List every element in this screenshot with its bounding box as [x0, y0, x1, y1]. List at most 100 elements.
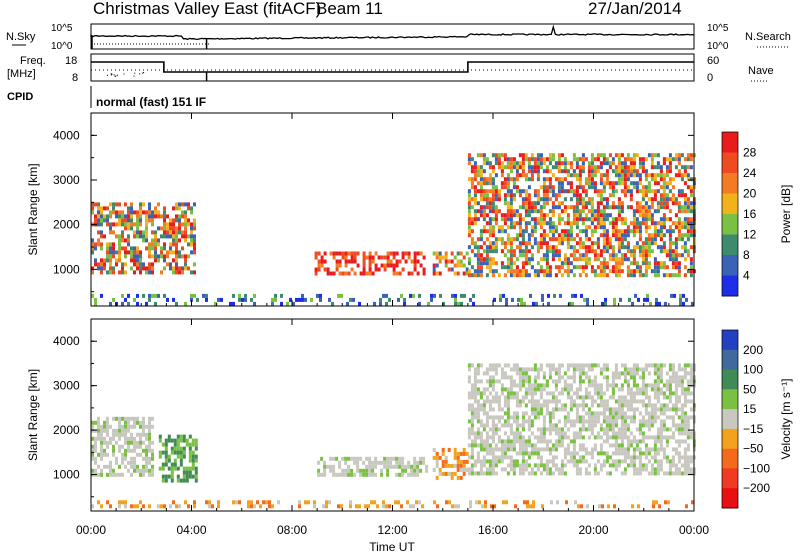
velocity-echo-cell-4 — [677, 383, 681, 388]
velocity-echo-cell-4 — [653, 407, 657, 412]
velocity-echo-cell-4 — [497, 415, 501, 420]
velocity-echo-cell-4 — [620, 407, 624, 412]
power-echo-cell-4 — [454, 301, 457, 306]
time-tick-label: 00:00 — [76, 523, 106, 537]
velocity-echo-cell-4 — [470, 463, 474, 468]
power-echo-cell-3 — [638, 253, 642, 258]
power-echo-cell-3 — [545, 241, 549, 246]
power-echo-cell-3 — [551, 209, 555, 214]
velocity-echo-cell-4 — [650, 423, 654, 428]
velocity-echo-cell-4 — [671, 407, 675, 412]
power-echo-cell-1 — [368, 251, 372, 256]
power-echo-cell-3 — [638, 265, 642, 270]
power-echo-cell-4 — [298, 297, 301, 302]
velocity-echo-cell-4 — [647, 415, 651, 420]
nave-dot — [123, 73, 125, 75]
velocity-echo-cell-1 — [170, 470, 174, 475]
power-echo-cell-0 — [148, 246, 151, 251]
power-echo-cell-3 — [662, 173, 666, 178]
power-echo-cell-3 — [491, 233, 495, 238]
power-echo-cell-3 — [530, 265, 534, 270]
power-echo-cell-0 — [172, 270, 175, 275]
power-echo-cell-3 — [530, 225, 534, 230]
power-echo-cell-3 — [479, 213, 483, 218]
power-echo-cell-3 — [569, 229, 573, 234]
power-echo-cell-3 — [509, 237, 513, 242]
velocity-echo-cell-1 — [194, 442, 198, 447]
velocity-echo-cell-4 — [575, 391, 579, 396]
power-echo-cell-3 — [533, 229, 537, 234]
velocity-echo-cell-4 — [527, 415, 531, 420]
velocity-echo-cell-4 — [686, 391, 690, 396]
power-echo-cell-3 — [551, 245, 555, 250]
power-echo-cell-3 — [569, 253, 573, 258]
power-echo-cell-3 — [605, 173, 609, 178]
velocity-echo-cell-4 — [491, 427, 495, 432]
power-echo-cell-3 — [521, 205, 525, 210]
velocity-echo-cell-4 — [527, 375, 531, 380]
velocity-echo-cell-1 — [164, 474, 168, 479]
power-echo-cell-0 — [169, 222, 172, 227]
power-echo-cell-3 — [623, 161, 627, 166]
power-echo-cell-3 — [674, 273, 678, 278]
power-echo-cell-0 — [166, 222, 169, 227]
power-echo-cell-0 — [178, 206, 181, 211]
velocity-echo-cell-0 — [91, 420, 94, 425]
velocity-echo-cell-4 — [488, 407, 492, 412]
power-echo-cell-0 — [130, 250, 133, 255]
power-echo-cell-3 — [545, 169, 549, 174]
velocity-echo-cell-4 — [551, 395, 555, 400]
velocity-echo-cell-2 — [419, 468, 423, 473]
power-echo-cell-0 — [103, 258, 106, 263]
power-echo-cell-3 — [680, 153, 684, 158]
power-echo-cell-3 — [653, 269, 657, 274]
power-echo-cell-3 — [467, 177, 471, 182]
velocity-echo-cell-4 — [536, 427, 540, 432]
power-echo-cell-2 — [432, 271, 436, 276]
velocity-echo-cell-4 — [593, 467, 597, 472]
velocity-echo-cell-5 — [163, 504, 166, 509]
power-echo-cell-3 — [536, 201, 540, 206]
velocity-echo-cell-4 — [593, 415, 597, 420]
velocity-echo-cell-4 — [479, 423, 483, 428]
velocity-echo-cell-4 — [500, 371, 504, 376]
velocity-echo-cell-2 — [368, 468, 372, 473]
velocity-echo-cell-4 — [593, 387, 597, 392]
power-echo-cell-3 — [545, 197, 549, 202]
velocity-echo-cell-4 — [665, 459, 669, 464]
velocity-echo-cell-4 — [557, 379, 561, 384]
velocity-echo-cell-4 — [521, 423, 525, 428]
power-echo-cell-1 — [401, 251, 405, 256]
power-echo-cell-3 — [665, 217, 669, 222]
velocity-echo-cell-2 — [395, 472, 399, 477]
velocity-echo-cell-4 — [569, 403, 573, 408]
power-echo-cell-4 — [319, 293, 322, 298]
velocity-echo-cell-1 — [194, 474, 198, 479]
velocity-echo-cell-4 — [494, 363, 498, 368]
power-echo-cell-3 — [548, 245, 552, 250]
velocity-echo-cell-0 — [103, 448, 106, 453]
velocity-echo-cell-4 — [536, 387, 540, 392]
power-echo-cell-2 — [435, 271, 439, 276]
velocity-echo-cell-3 — [450, 463, 454, 468]
power-echo-cell-4 — [190, 297, 193, 302]
power-echo-cell-0 — [175, 218, 178, 223]
power-echo-cell-3 — [662, 157, 666, 162]
power-echo-cell-3 — [686, 153, 690, 158]
power-echo-cell-3 — [662, 189, 666, 194]
velocity-echo-cell-4 — [476, 427, 480, 432]
power-echo-cell-3 — [683, 221, 687, 226]
power-echo-cell-3 — [488, 161, 492, 166]
velocity-echo-cell-4 — [512, 439, 516, 444]
power-echo-cell-3 — [584, 233, 588, 238]
power-echo-cell-3 — [572, 253, 576, 258]
power-echo-cell-3 — [512, 193, 516, 198]
velocity-echo-cell-4 — [611, 411, 615, 416]
velocity-echo-cell-3 — [438, 467, 442, 472]
velocity-echo-cell-0 — [100, 428, 103, 433]
power-echo-cell-3 — [530, 169, 534, 174]
power-echo-cell-4 — [631, 301, 634, 306]
velocity-echo-cell-0 — [91, 452, 94, 457]
power-echo-cell-3 — [665, 249, 669, 254]
power-echo-cell-0 — [112, 206, 115, 211]
